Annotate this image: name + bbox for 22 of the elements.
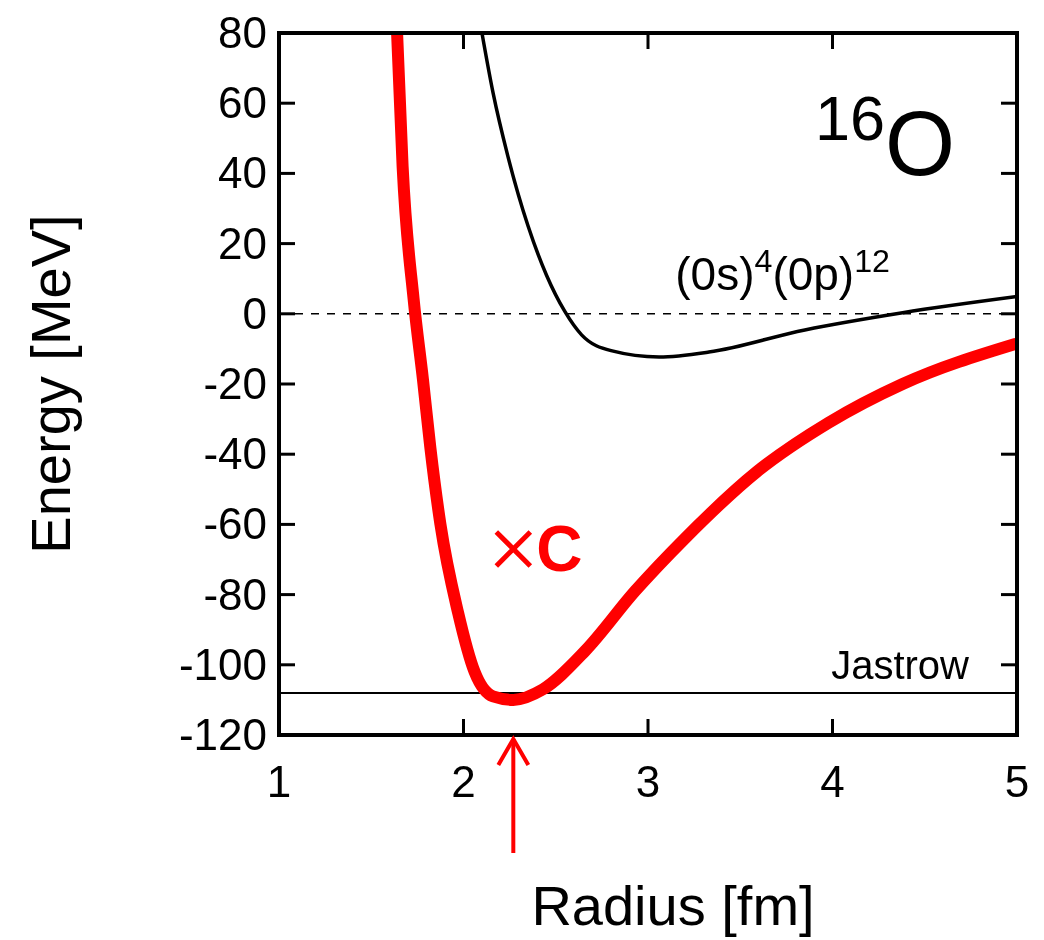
annotation: $^{16}$O: [814, 83, 955, 194]
series-label: C: [536, 512, 583, 585]
y-tick-label: 40: [218, 148, 267, 198]
annotation: (0s)$^{4}$(0p)$^{12}$: [675, 243, 890, 300]
y-tick-label: 60: [218, 78, 267, 128]
y-tick-label: 20: [218, 218, 267, 268]
x-tick-label: 1: [266, 757, 292, 806]
y-tick-label: -100: [178, 639, 267, 689]
x-tick-label: 2: [451, 757, 476, 806]
y-tick-label: 80: [218, 8, 267, 57]
y-tick-label: -40: [203, 429, 267, 479]
y-axis-title: Energy [MeV]: [19, 214, 82, 554]
x-tick-label: 3: [635, 757, 661, 806]
x-tick-label: 5: [1004, 757, 1030, 806]
y-tick-label: -80: [203, 569, 267, 619]
ref-line-label: Jastrow: [831, 642, 970, 687]
y-tick-label: 0: [242, 288, 267, 338]
x-axis-title: Radius [fm]: [531, 874, 815, 937]
x-tick-label: 4: [820, 757, 845, 806]
y-tick-label: -20: [203, 359, 267, 408]
y-tick-label: -60: [203, 499, 267, 549]
y-tick-label: -120: [178, 710, 267, 759]
